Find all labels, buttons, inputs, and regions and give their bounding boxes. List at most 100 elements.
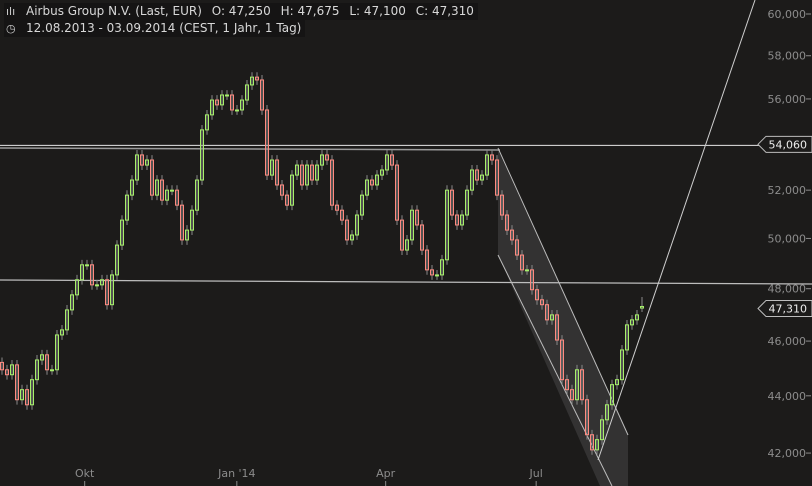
candle-up <box>550 314 554 321</box>
candle-up <box>95 284 99 287</box>
candle-up <box>190 209 194 231</box>
chart-settings-icon[interactable]: ılı <box>6 5 16 18</box>
candle-up <box>170 189 174 192</box>
candle-down <box>325 154 329 161</box>
candle-down <box>450 189 454 216</box>
candle-down <box>25 389 29 406</box>
candle-down <box>15 364 19 401</box>
candle-down <box>280 184 284 196</box>
candle-down <box>535 289 539 301</box>
candle-up <box>440 259 444 276</box>
candle-up <box>200 129 204 181</box>
candle-up <box>595 439 599 451</box>
y-tick-label: 58,000 <box>768 50 807 63</box>
candle-up <box>465 189 469 216</box>
candle-down <box>585 399 589 436</box>
candle-up <box>210 99 214 116</box>
candle-up <box>525 269 529 272</box>
candle-down <box>330 159 334 206</box>
candle-up <box>385 154 389 171</box>
candle-up <box>355 214 359 236</box>
candle-down <box>345 219 349 241</box>
candle-up <box>60 329 64 336</box>
candle-down <box>5 369 9 376</box>
candle-up <box>195 179 199 211</box>
candle-up <box>30 379 34 406</box>
candle-down <box>510 229 514 241</box>
candle-down <box>300 164 304 186</box>
candle-up <box>615 379 619 386</box>
channel-upper-line <box>497 147 629 436</box>
candle-up <box>20 389 24 401</box>
price-tags: 54,060 47,310 <box>757 135 812 318</box>
candle-down <box>230 94 234 111</box>
candle-down <box>565 379 569 391</box>
candle-up <box>130 179 134 196</box>
candle-up <box>575 369 579 401</box>
candle-down <box>420 224 424 251</box>
open-value: O: 47,250 <box>211 4 271 18</box>
candle-up <box>125 194 129 221</box>
candle-up <box>250 76 254 86</box>
channel-fill <box>498 150 628 486</box>
candle-down <box>260 79 264 111</box>
candle-up <box>50 369 54 372</box>
candle-down <box>500 194 504 216</box>
candle-up <box>65 309 69 331</box>
candle-down <box>475 169 479 181</box>
candle-up <box>315 164 319 181</box>
candle-down <box>495 159 499 196</box>
candle-up <box>620 349 624 381</box>
x-axis: Okt Jan '14 Apr Jul <box>75 467 543 486</box>
candle-down <box>455 214 459 226</box>
candle-down <box>415 209 419 226</box>
candle-down <box>400 219 404 251</box>
candle-up <box>75 279 79 296</box>
candle-down <box>335 204 339 211</box>
date-range-header: ◷ 12.08.2013 - 03.09.2014 (CEST, 1 Jahr, … <box>4 20 306 37</box>
instrument-title: Airbus Group N.V. (Last, EUR) <box>26 4 202 18</box>
candle-down <box>310 164 314 181</box>
candle-up <box>485 154 489 176</box>
candle-up <box>350 234 354 241</box>
y-tick-label: 42,000 <box>768 447 807 460</box>
y-tick-label: 56,000 <box>768 93 807 106</box>
y-tick-label: 50,000 <box>768 232 807 245</box>
y-tick-label: 60,000 <box>768 8 807 21</box>
clock-icon: ◷ <box>6 22 16 35</box>
candle-down <box>255 76 259 81</box>
candle-up <box>165 189 169 201</box>
candle-down <box>0 361 4 371</box>
candle-up <box>220 94 224 106</box>
candle-down <box>215 99 219 106</box>
low-value: L: 47,100 <box>349 4 406 18</box>
candle-down <box>150 159 154 196</box>
candle-down <box>590 434 594 451</box>
candle-up <box>70 294 74 311</box>
candle-up <box>600 419 604 441</box>
candle-down <box>140 154 144 166</box>
candle-up <box>365 179 369 196</box>
x-tick-label: Okt <box>75 467 95 480</box>
candle-down <box>580 369 584 401</box>
candle-up <box>110 274 114 306</box>
candle-up <box>360 194 364 216</box>
candle-up <box>635 314 639 321</box>
candle-down <box>425 249 429 271</box>
candle-up <box>405 239 409 251</box>
candle-down <box>45 354 49 371</box>
x-tick-label: Apr <box>376 467 396 480</box>
candle-down <box>560 339 564 381</box>
candle-down <box>370 179 374 186</box>
price-tag <box>757 300 812 318</box>
candle-up <box>410 209 414 241</box>
candle-up <box>610 384 614 406</box>
candle-down <box>555 314 559 341</box>
candle-up <box>235 109 239 112</box>
candle-up <box>630 319 634 326</box>
candle-up <box>10 364 14 376</box>
y-tick-label: 52,000 <box>768 184 807 197</box>
candle-down <box>340 209 344 221</box>
candle-down <box>490 154 494 161</box>
